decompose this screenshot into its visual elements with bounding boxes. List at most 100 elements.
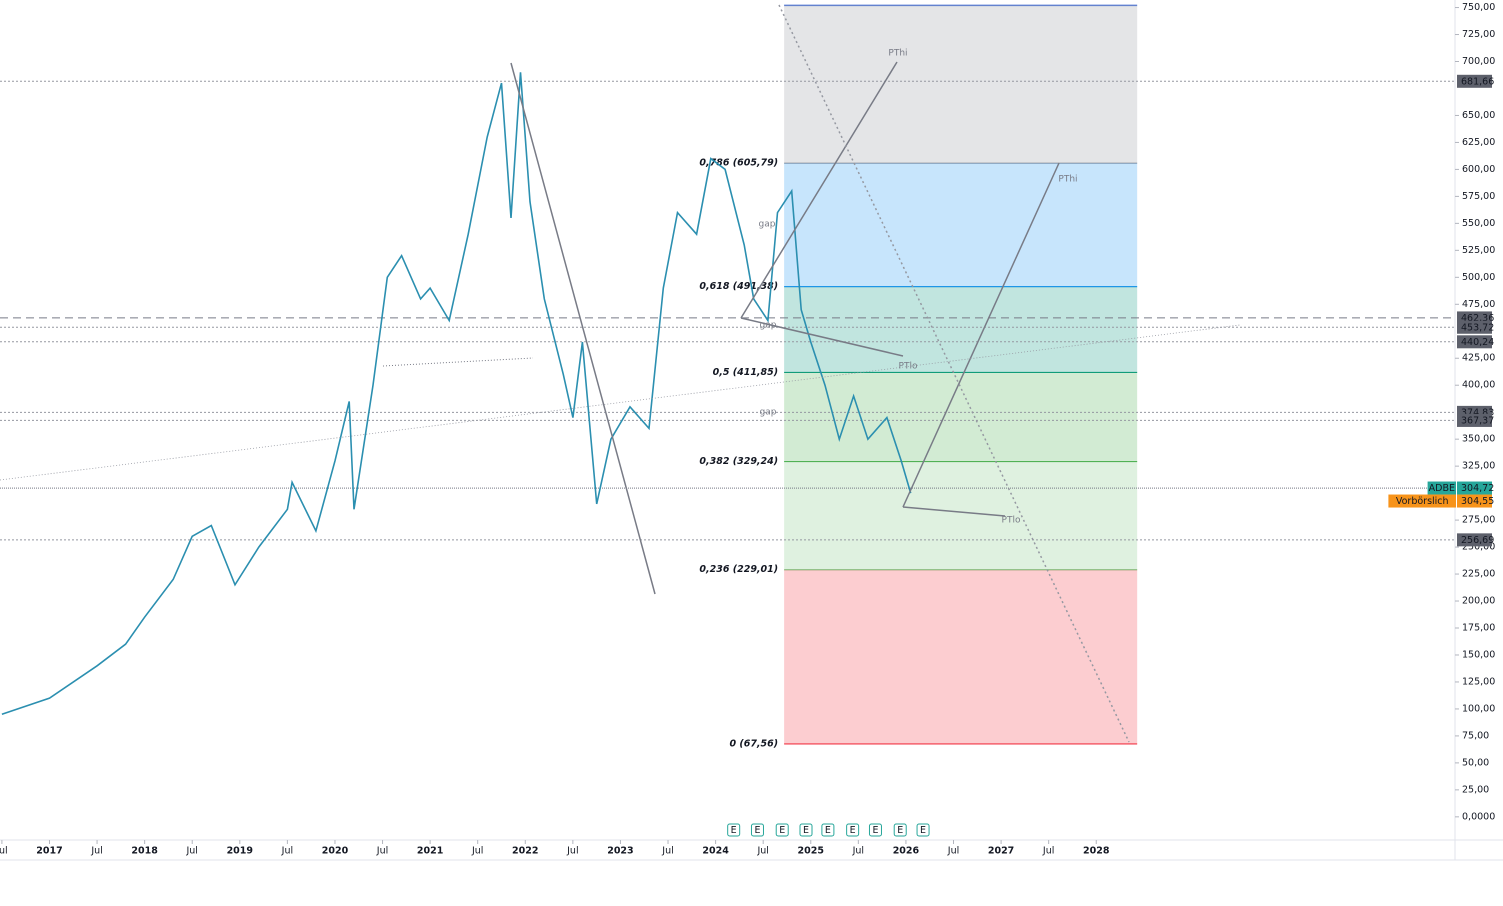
y-tick-label: 75,00 [1462,730,1489,741]
event-label: E [920,825,926,836]
x-tick-label: 2019 [227,846,253,857]
x-tick-label: 2022 [512,846,538,857]
y-tick-label: 225,00 [1462,569,1495,580]
annotation: gap [759,220,776,230]
y-tick-label: 600,00 [1462,164,1495,175]
annotation: gap [760,321,777,331]
price-badge [1457,494,1492,508]
y-tick-label: 500,00 [1462,272,1495,283]
x-tick-label: Jul [185,846,197,857]
fib-zone [784,569,1138,744]
price-line [1,72,912,716]
x-tick-label: Jul [0,846,8,857]
event-label: E [850,825,856,836]
y-tick-label: 525,00 [1462,245,1495,256]
x-tick-label: Jul [661,846,673,857]
trend-line [382,357,534,367]
x-tick-label: Jul [90,846,102,857]
y-tick-label: 200,00 [1462,596,1495,607]
event-label: E [754,825,760,836]
y-tick-label: 175,00 [1462,623,1495,634]
trend-line [902,506,1006,517]
y-tick-label: 725,00 [1462,29,1495,40]
name-badge-label: ADBE [1429,483,1455,494]
level-badge [1457,335,1492,349]
y-tick-label: 350,00 [1462,434,1495,445]
fib-label: 0,5 (411,85) [713,367,778,378]
y-tick-label: 475,00 [1462,299,1495,310]
fib-label: 0 (67,56) [729,738,778,749]
event-label: E [731,825,737,836]
y-tick-label: 400,00 [1462,380,1495,391]
trend-line [740,61,898,319]
event-label: E [872,825,878,836]
fib-diagonal [778,4,1130,743]
fib-zone [784,163,1138,287]
annotation: PTlo [1002,516,1021,526]
y-tick-label: 25,00 [1462,784,1489,795]
price-badge-label: 304,55 [1461,496,1494,507]
trend-line [0,324,1241,481]
x-tick-label: Jul [566,846,578,857]
annotation: gap [760,408,777,418]
y-tick-label: 50,00 [1462,757,1489,768]
y-tick-label: 0,0000 [1462,811,1495,822]
axes: 0,0000 25,00 50,00 75,00 100,00 125,00 150,00 1… [0,2,1495,856]
fib-zone [784,372,1138,462]
x-tick-label: 2017 [36,846,62,857]
y-tick-label: 650,00 [1462,110,1495,121]
name-badge [1388,494,1456,508]
y-tick-label: 125,00 [1462,676,1495,687]
event-icon [916,823,930,837]
event-icon [750,823,764,837]
x-tick-label: Jul [947,846,959,857]
annotation: PThi [1058,175,1077,185]
annotations: PThi PThi PTlo PTlo gap gap gap E E E E E E E E E [727,49,1078,837]
level-label: 440,24 [1461,337,1494,348]
event-icon [775,823,789,837]
event-label: E [779,825,785,836]
y-tick-label: 425,00 [1462,353,1495,364]
x-tick-label: Jul [1042,846,1054,857]
y-tick-label: 750,00 [1462,2,1495,13]
y-tick-label: 275,00 [1462,515,1495,526]
fib-label: 0,618 (491,38) [699,281,778,292]
event-label: E [897,825,903,836]
annotation: PThi [888,49,907,59]
x-tick-label: Jul [471,846,483,857]
name-badge [1427,481,1456,495]
x-tick-label: 2028 [1083,846,1110,857]
level-label: 374,83 [1461,407,1494,418]
y-tick-label: 700,00 [1462,56,1495,67]
y-tick-label: 150,00 [1462,649,1495,660]
event-icon [846,823,860,837]
event-icon [821,823,835,837]
fib-zones: 0,786 (605,79) 0,618 (491,38) 0,5 (411,85)… [699,4,1138,749]
x-tick-label: 2025 [798,846,824,857]
fib-zone [784,286,1138,373]
annotation: PTlo [899,362,918,372]
fib-zone [784,461,1138,570]
y-axis-area [1455,0,1503,906]
level-badge [1457,320,1492,334]
fib-label: 0,786 (605,79) [699,158,778,169]
x-tick-label: 2026 [893,846,920,857]
fib-label: 0,236 (229,01) [699,564,778,575]
level-badge [1457,74,1492,88]
y-tick-label: 575,00 [1462,191,1495,202]
drawings [0,4,1241,743]
price-badge-label: 304,72 [1461,483,1494,494]
event-label: E [825,825,831,836]
event-label: E [803,825,809,836]
levels [0,80,1455,541]
level-label: 681,66 [1461,76,1494,87]
x-tick-label: 2018 [131,846,158,857]
level-label: 367,37 [1461,415,1494,426]
y-tick-label: 250,00 [1462,542,1495,553]
x-tick-label: 2023 [607,846,633,857]
y-tick-label: 550,00 [1462,218,1495,229]
x-tick-label: Jul [376,846,388,857]
x-tick-label: Jul [756,846,768,857]
